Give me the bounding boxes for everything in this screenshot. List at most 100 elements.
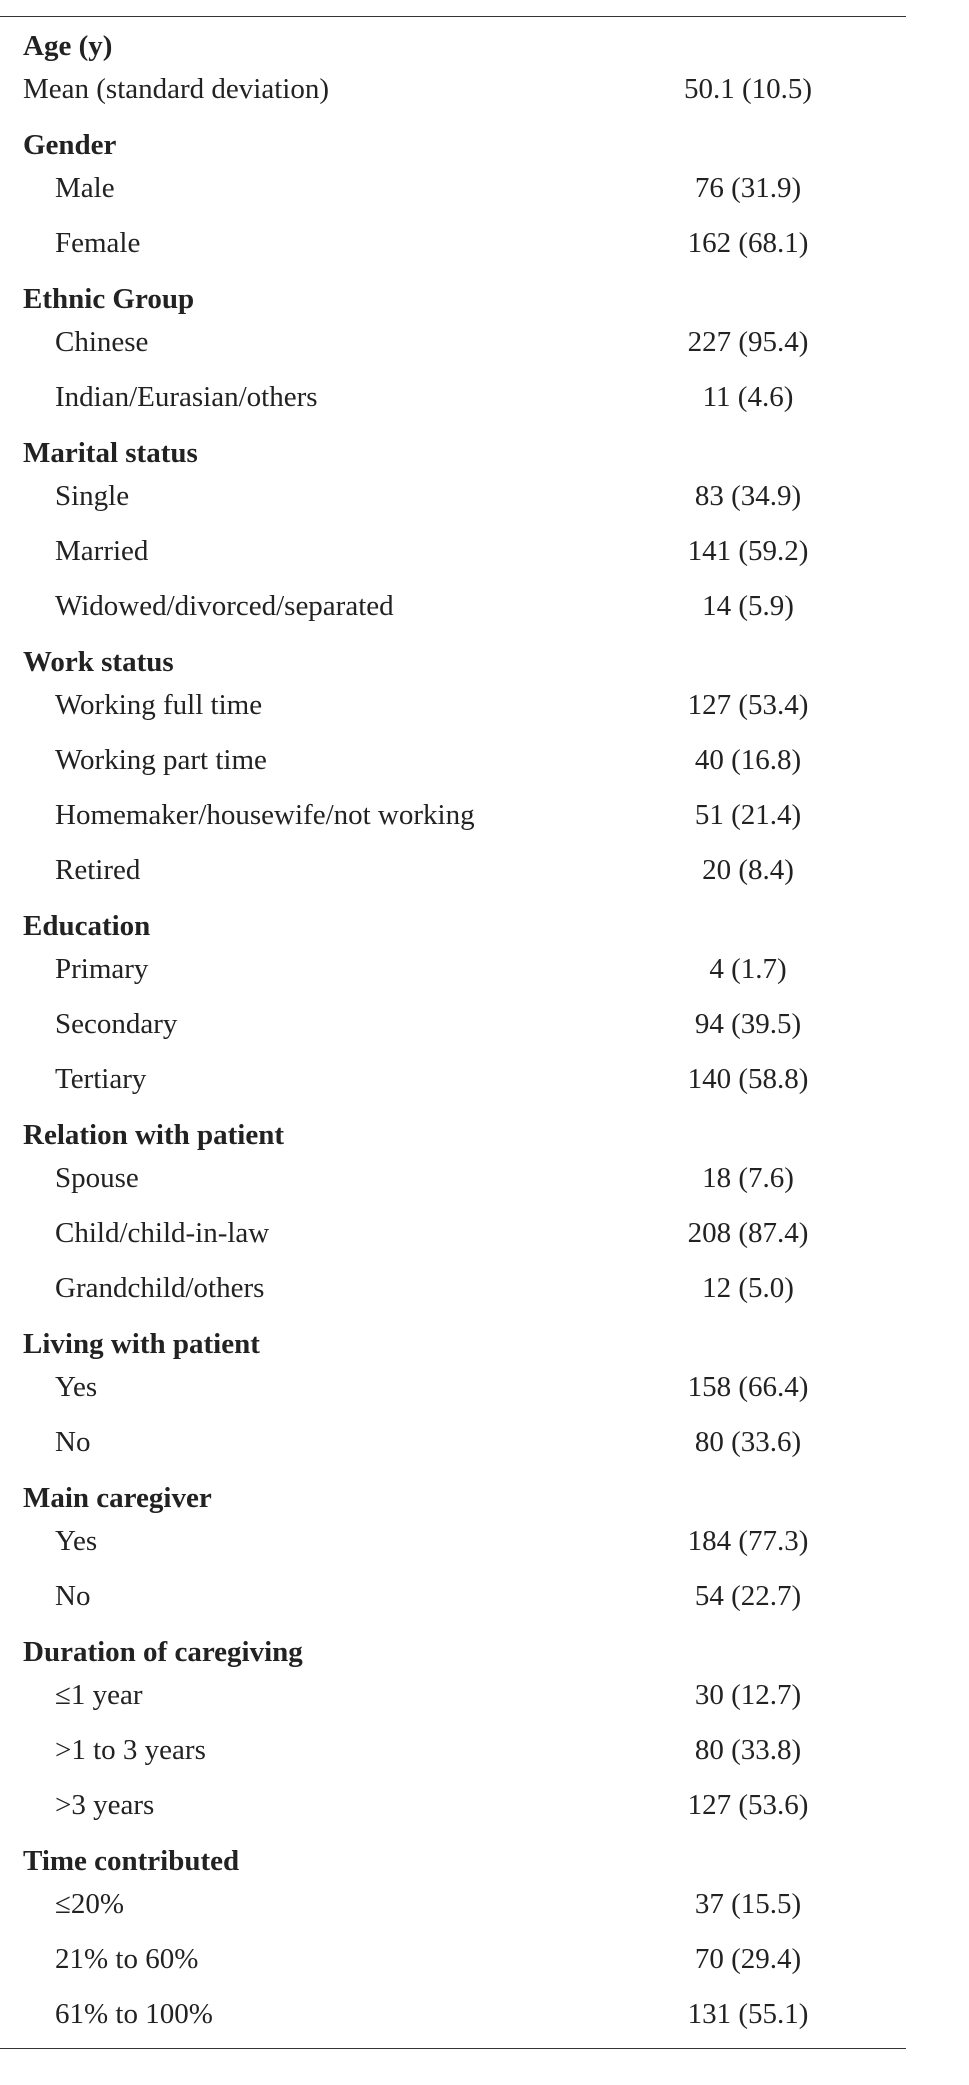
row-value: 76 (31.9) — [694, 172, 802, 204]
row-label: Working part time — [55, 744, 267, 776]
row-label: Primary — [55, 953, 149, 985]
row-label: Chinese — [55, 326, 149, 358]
row-value: 83 (34.9) — [694, 480, 802, 512]
row-label: Yes — [55, 1525, 98, 1557]
group-title: Gender — [23, 129, 117, 161]
group-title: Marital status — [23, 437, 198, 469]
row-value: 208 (87.4) — [687, 1217, 809, 1249]
row-value: 40 (16.8) — [694, 744, 802, 776]
row-label: 61% to 100% — [55, 1998, 213, 2030]
group-title: Time contributed — [23, 1845, 240, 1877]
row-label: ≤20% — [55, 1888, 125, 1920]
group-title: Work status — [23, 646, 174, 678]
group-title: Main caregiver — [23, 1482, 212, 1514]
row-label: Secondary — [55, 1008, 178, 1040]
group: Main caregiver Yes 184 (77.3) No 54 (22.7) — [0, 1483, 906, 1624]
row-label: Widowed/divorced/separated — [55, 590, 394, 622]
row-value: 30 (12.7) — [694, 1679, 802, 1711]
table-row: Female 162 (68.1) — [0, 216, 906, 271]
row-label: ≤1 year — [55, 1679, 143, 1711]
table-row: Grandchild/others 12 (5.0) — [0, 1261, 906, 1316]
row-value: 14 (5.9) — [702, 590, 794, 622]
row-value: 51 (21.4) — [694, 799, 802, 831]
row-label: Retired — [55, 854, 141, 886]
table-row: ≤1 year 30 (12.7) — [0, 1668, 906, 1723]
row-value: 80 (33.8) — [694, 1734, 802, 1766]
row-label: No — [55, 1426, 91, 1458]
table-row: Spouse 18 (7.6) — [0, 1151, 906, 1206]
group: Ethnic Group Chinese 227 (95.4) Indian/Eura… — [0, 284, 906, 425]
row-label: Mean (standard deviation) — [23, 73, 330, 105]
table-row: Tertiary 140 (58.8) — [0, 1052, 906, 1107]
row-value: 18 (7.6) — [702, 1162, 794, 1194]
group-title: Age (y) — [23, 30, 113, 62]
table: Age (y) Mean (standard deviation) 50.1 (10… — [0, 16, 906, 2049]
table-row: Homemaker/housewife/not working 51 (21.4) — [0, 788, 906, 843]
table-row: Single 83 (34.9) — [0, 469, 906, 524]
row-value: 12 (5.0) — [702, 1272, 794, 1304]
table-row: Primary 4 (1.7) — [0, 942, 906, 997]
table-row: >3 years 127 (53.6) — [0, 1778, 906, 1833]
group-title: Relation with patient — [23, 1119, 284, 1151]
row-label: >3 years — [55, 1789, 155, 1821]
row-label: 21% to 60% — [55, 1943, 199, 1975]
row-value: 140 (58.8) — [687, 1063, 809, 1095]
group: Relation with patient Spouse 18 (7.6) Child… — [0, 1120, 906, 1316]
table-row: No 54 (22.7) — [0, 1569, 906, 1624]
table-row: Yes 158 (66.4) — [0, 1360, 906, 1415]
group-title: Duration of caregiving — [23, 1636, 303, 1668]
row-label: Spouse — [55, 1162, 139, 1194]
row-value: 70 (29.4) — [694, 1943, 802, 1975]
row-value: 20 (8.4) — [702, 854, 794, 886]
row-value: 50.1 (10.5) — [683, 73, 813, 105]
table-row: Child/child-in-law 208 (87.4) — [0, 1206, 906, 1261]
group: Education Primary 4 (1.7) Secondary 94 (39.5… — [0, 911, 906, 1107]
row-label: Homemaker/housewife/not working — [55, 799, 475, 831]
group: Duration of caregiving ≤1 year 30 (12.7) >1… — [0, 1637, 906, 1833]
group: Marital status Single 83 (34.9) Married 141 … — [0, 438, 906, 634]
table-row: 61% to 100% 131 (55.1) — [0, 1987, 906, 2042]
table-row: >1 to 3 years 80 (33.8) — [0, 1723, 906, 1778]
table-row: Male 76 (31.9) — [0, 161, 906, 216]
group-title: Ethnic Group — [23, 283, 195, 315]
row-value: 131 (55.1) — [687, 1998, 809, 2030]
table-row: Retired 20 (8.4) — [0, 843, 906, 898]
row-value: 127 (53.6) — [687, 1789, 809, 1821]
row-value: 184 (77.3) — [687, 1525, 809, 1557]
group: Living with patient Yes 158 (66.4) No 80 (33… — [0, 1329, 906, 1470]
table-row: ≤20% 37 (15.5) — [0, 1877, 906, 1932]
group: Gender Male 76 (31.9) Female 162 (68.1) — [0, 130, 906, 271]
row-label: Married — [55, 535, 149, 567]
row-value: 141 (59.2) — [687, 535, 809, 567]
row-label: Yes — [55, 1371, 98, 1403]
group: Time contributed ≤20% 37 (15.5) 21% to 60% 7… — [0, 1846, 906, 2042]
row-value: 127 (53.4) — [687, 689, 809, 721]
row-value: 54 (22.7) — [694, 1580, 802, 1612]
row-value: 94 (39.5) — [694, 1008, 802, 1040]
table-row: Working part time 40 (16.8) — [0, 733, 906, 788]
group: Age (y) Mean (standard deviation) 50.1 (10… — [0, 31, 906, 117]
row-value: 227 (95.4) — [687, 326, 809, 358]
table-row: Chinese 227 (95.4) — [0, 315, 906, 370]
row-label: >1 to 3 years — [55, 1734, 206, 1766]
row-label: Single — [55, 480, 130, 512]
row-value: 4 (1.7) — [709, 953, 787, 985]
row-value: 11 (4.6) — [702, 381, 794, 413]
table-row: No 80 (33.6) — [0, 1415, 906, 1470]
row-value: 158 (66.4) — [687, 1371, 809, 1403]
row-label: Female — [55, 227, 141, 259]
table-row: 21% to 60% 70 (29.4) — [0, 1932, 906, 1987]
group: Work status Working full time 127 (53.4) Wo… — [0, 647, 906, 898]
group-title: Education — [23, 910, 151, 942]
row-label: Tertiary — [55, 1063, 147, 1095]
table-row: Secondary 94 (39.5) — [0, 997, 906, 1052]
row-label: Indian/Eurasian/others — [55, 381, 318, 413]
row-value: 162 (68.1) — [687, 227, 809, 259]
group-title: Living with patient — [23, 1328, 260, 1360]
row-value: 37 (15.5) — [694, 1888, 802, 1920]
row-label: Child/child-in-law — [55, 1217, 270, 1249]
row-label: Working full time — [55, 689, 263, 721]
table-row: Yes 184 (77.3) — [0, 1514, 906, 1569]
table-row: Working full time 127 (53.4) — [0, 678, 906, 733]
